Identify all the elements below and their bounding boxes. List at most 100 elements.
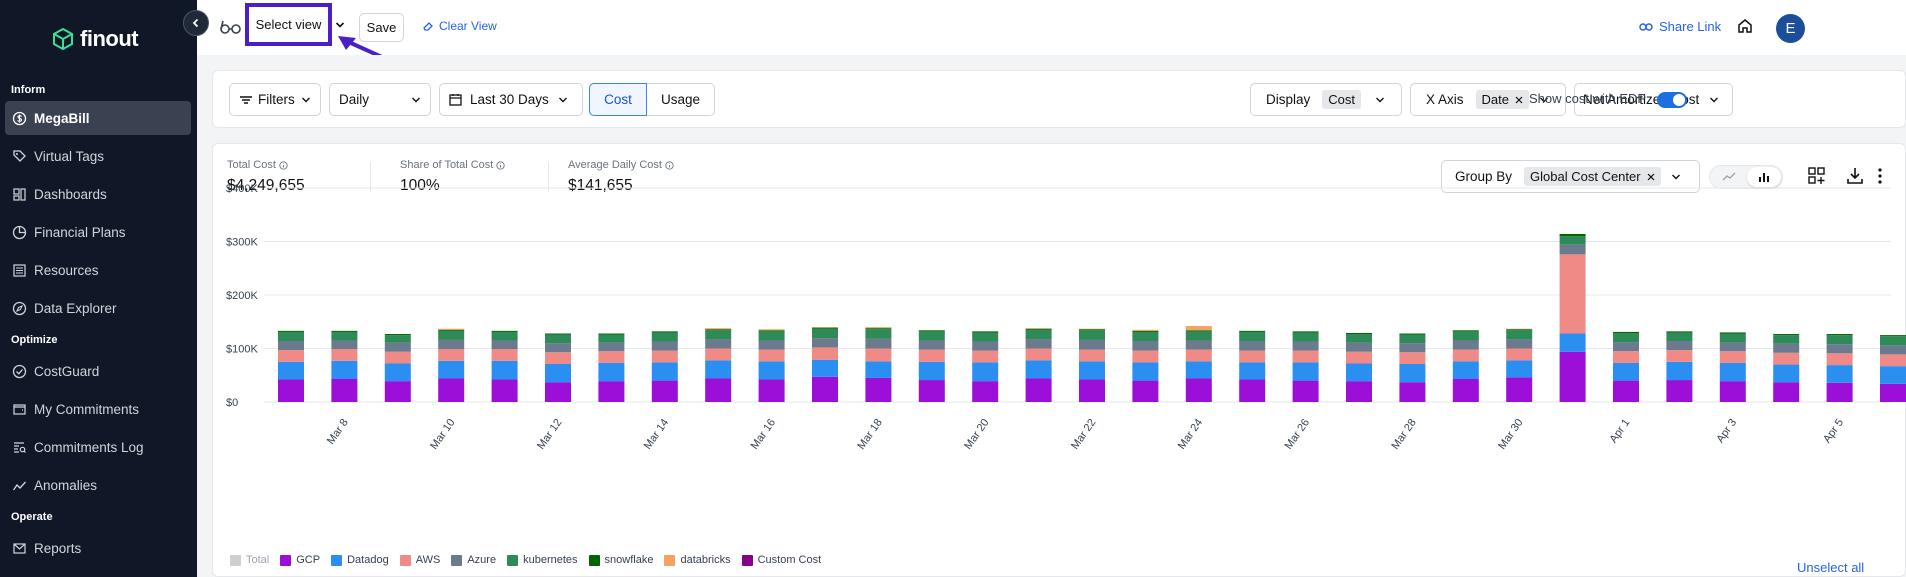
bar-segment-azure[interactable] bbox=[598, 342, 625, 352]
bar-segment-aws[interactable] bbox=[384, 351, 411, 364]
bar-segment-datadog[interactable] bbox=[278, 361, 304, 380]
sidebar-item-virtual-tags[interactable]: Virtual Tags bbox=[5, 139, 191, 173]
home-icon[interactable] bbox=[1736, 17, 1754, 35]
bar-stack[interactable] bbox=[1559, 234, 1586, 402]
bar-stack[interactable] bbox=[705, 328, 732, 402]
bar-segment-snowflake[interactable] bbox=[1666, 331, 1693, 333]
bar-stack[interactable] bbox=[438, 328, 465, 402]
bar-segment-snowflake[interactable] bbox=[1025, 328, 1052, 330]
bar-segment-azure[interactable] bbox=[758, 340, 785, 350]
bar-segment-azure[interactable] bbox=[918, 340, 945, 350]
bar-segment-datadog[interactable] bbox=[1185, 361, 1212, 379]
bar-segment-snowflake[interactable] bbox=[1559, 234, 1586, 237]
bar-segment-gcp[interactable] bbox=[1185, 378, 1212, 402]
finout-logo[interactable]: finout bbox=[52, 26, 139, 52]
date-range-select[interactable]: Last 30 Days bbox=[439, 83, 583, 116]
mode-cost-tab[interactable]: Cost bbox=[589, 83, 647, 116]
bar-segment-databricks[interactable] bbox=[705, 328, 732, 330]
bar-segment-aws[interactable] bbox=[598, 351, 625, 363]
bar-segment-snowflake[interactable] bbox=[705, 329, 732, 331]
bar-segment-datadog[interactable] bbox=[491, 360, 518, 380]
chevron-down-icon[interactable] bbox=[335, 21, 345, 29]
bar-segment-aws[interactable] bbox=[1506, 348, 1533, 361]
bar-segment-snowflake[interactable] bbox=[1880, 335, 1906, 337]
bar-segment-aws[interactable] bbox=[1880, 354, 1906, 367]
bar-segment-snowflake[interactable] bbox=[1185, 330, 1212, 332]
bar-segment-kubernetes[interactable] bbox=[598, 334, 625, 343]
bar-segment-snowflake[interactable] bbox=[1506, 329, 1533, 331]
bar-segment-azure[interactable] bbox=[651, 341, 678, 351]
bar-segment-azure[interactable] bbox=[1079, 339, 1105, 350]
bar-segment-snowflake[interactable] bbox=[1719, 332, 1746, 334]
bar-segment-aws[interactable] bbox=[1452, 349, 1479, 362]
bar-segment-azure[interactable] bbox=[1559, 244, 1586, 255]
bar-segment-datadog[interactable] bbox=[705, 360, 732, 379]
unselect-all-link[interactable]: Unselect all bbox=[1797, 560, 1865, 575]
bar-segment-gcp[interactable] bbox=[972, 381, 999, 402]
bar-segment-gcp[interactable] bbox=[758, 379, 785, 402]
bar-segment-kubernetes[interactable] bbox=[1666, 332, 1693, 342]
bar-segment-azure[interactable] bbox=[1185, 340, 1212, 350]
sidebar-item-data-explorer[interactable]: Data Explorer bbox=[5, 291, 191, 325]
bar-segment-datadog[interactable] bbox=[1719, 362, 1746, 382]
bar-segment-azure[interactable] bbox=[1025, 339, 1052, 349]
save-button[interactable]: Save bbox=[359, 13, 404, 42]
legend-item-snowflake[interactable]: snowflake bbox=[588, 554, 653, 566]
bar-segment-gcp[interactable] bbox=[1719, 381, 1746, 402]
sidebar-item-costguard[interactable]: CostGuard bbox=[5, 354, 191, 388]
bar-stack[interactable] bbox=[1506, 328, 1533, 402]
bar-segment-azure[interactable] bbox=[438, 339, 465, 350]
bar-segment-datadog[interactable] bbox=[1773, 364, 1800, 383]
bar-segment-kubernetes[interactable] bbox=[651, 332, 678, 342]
bar-segment-snowflake[interactable] bbox=[438, 329, 465, 331]
bar-segment-kubernetes[interactable] bbox=[812, 328, 838, 339]
bar-segment-azure[interactable] bbox=[1826, 344, 1853, 354]
bar-segment-azure[interactable] bbox=[972, 341, 999, 351]
bar-segment-kubernetes[interactable] bbox=[1559, 236, 1586, 245]
bar-segment-aws[interactable] bbox=[865, 348, 892, 362]
bar-segment-kubernetes[interactable] bbox=[1506, 330, 1533, 340]
bar-stack[interactable] bbox=[1079, 328, 1105, 402]
bar-segment-kubernetes[interactable] bbox=[1132, 331, 1159, 342]
bar-segment-kubernetes[interactable] bbox=[491, 331, 518, 341]
bar-segment-databricks[interactable] bbox=[1185, 326, 1212, 331]
info-icon[interactable] bbox=[665, 160, 674, 170]
bar-segment-gcp[interactable] bbox=[1666, 380, 1693, 402]
bar-segment-azure[interactable] bbox=[384, 342, 411, 352]
bar-segment-snowflake[interactable] bbox=[1826, 334, 1853, 336]
bar-segment-aws[interactable] bbox=[438, 349, 465, 361]
bar-segment-aws[interactable] bbox=[491, 349, 518, 361]
bar-segment-azure[interactable] bbox=[1773, 343, 1800, 353]
more-options-icon[interactable] bbox=[1877, 166, 1883, 186]
bar-segment-databricks[interactable] bbox=[865, 327, 892, 329]
bar-segment-aws[interactable] bbox=[545, 352, 571, 365]
bar-segment-gcp[interactable] bbox=[1399, 382, 1426, 402]
info-icon[interactable] bbox=[279, 160, 288, 170]
bar-segment-azure[interactable] bbox=[1292, 341, 1319, 351]
bar-segment-gcp[interactable] bbox=[1452, 378, 1479, 402]
bar-segment-databricks[interactable] bbox=[758, 329, 785, 331]
glasses-icon[interactable] bbox=[219, 17, 243, 37]
bar-segment-datadog[interactable] bbox=[812, 359, 838, 377]
bar-segment-aws[interactable] bbox=[1559, 254, 1586, 334]
bar-segment-aws[interactable] bbox=[918, 349, 945, 362]
bar-segment-aws[interactable] bbox=[1399, 352, 1426, 365]
granularity-select[interactable]: Daily bbox=[329, 83, 431, 116]
bar-segment-datadog[interactable] bbox=[1399, 364, 1426, 383]
bar-stack[interactable] bbox=[651, 331, 678, 402]
legend-item-databricks[interactable]: databricks bbox=[664, 554, 731, 566]
bar-segment-azure[interactable] bbox=[1346, 342, 1372, 352]
bar-segment-aws[interactable] bbox=[1025, 348, 1052, 361]
bar-segment-gcp[interactable] bbox=[1292, 380, 1319, 402]
legend-item-total[interactable]: Total bbox=[230, 554, 269, 566]
bar-segment-datadog[interactable] bbox=[758, 361, 785, 380]
bar-stack[interactable] bbox=[1132, 329, 1159, 402]
bar-segment-aws[interactable] bbox=[1185, 349, 1212, 362]
bar-segment-kubernetes[interactable] bbox=[705, 330, 732, 340]
bar-segment-gcp[interactable] bbox=[865, 377, 892, 402]
bar-segment-azure[interactable] bbox=[1613, 342, 1639, 352]
bar-segment-aws[interactable] bbox=[651, 350, 678, 363]
bar-segment-azure[interactable] bbox=[331, 340, 358, 350]
bar-segment-gcp[interactable] bbox=[1025, 378, 1052, 402]
bar-segment-datadog[interactable] bbox=[651, 362, 678, 381]
